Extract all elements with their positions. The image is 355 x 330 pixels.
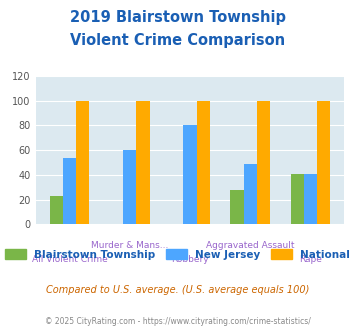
Bar bbox=[136, 101, 149, 224]
Bar bbox=[76, 101, 89, 224]
Bar bbox=[197, 101, 210, 224]
Bar bbox=[304, 174, 317, 224]
Text: Violent Crime Comparison: Violent Crime Comparison bbox=[70, 33, 285, 48]
Bar bbox=[230, 190, 244, 224]
Text: Robbery: Robbery bbox=[171, 255, 209, 264]
Text: Murder & Mans...: Murder & Mans... bbox=[91, 241, 168, 250]
Bar bbox=[244, 164, 257, 224]
Bar bbox=[50, 196, 63, 224]
Text: Compared to U.S. average. (U.S. average equals 100): Compared to U.S. average. (U.S. average … bbox=[46, 285, 309, 295]
Bar bbox=[123, 150, 136, 224]
Text: © 2025 CityRating.com - https://www.cityrating.com/crime-statistics/: © 2025 CityRating.com - https://www.city… bbox=[45, 317, 310, 326]
Bar bbox=[290, 174, 304, 224]
Bar bbox=[183, 125, 197, 224]
Bar bbox=[317, 101, 330, 224]
Text: Rape: Rape bbox=[299, 255, 322, 264]
Text: Aggravated Assault: Aggravated Assault bbox=[206, 241, 294, 250]
Text: All Violent Crime: All Violent Crime bbox=[32, 255, 107, 264]
Text: 2019 Blairstown Township: 2019 Blairstown Township bbox=[70, 10, 285, 25]
Bar bbox=[63, 157, 76, 224]
Bar bbox=[257, 101, 270, 224]
Legend: Blairstown Township, New Jersey, National: Blairstown Township, New Jersey, Nationa… bbox=[2, 246, 353, 263]
